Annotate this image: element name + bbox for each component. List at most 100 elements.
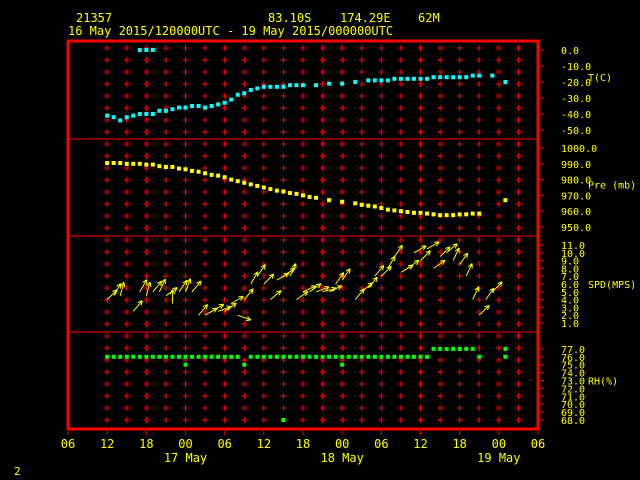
humidity-point	[444, 346, 449, 351]
temperature-point	[157, 108, 162, 113]
humidity-point	[307, 354, 312, 359]
pressure-point	[268, 187, 273, 192]
wind-vector	[178, 279, 188, 293]
temperature-point	[287, 83, 292, 88]
x-tick-label: 06	[531, 437, 545, 451]
y-tick-label: 70.0	[561, 400, 585, 411]
day-label: 19 May	[477, 451, 520, 465]
wind-shaft	[322, 287, 337, 293]
pressure-point	[196, 169, 201, 174]
humidity-point	[451, 346, 456, 351]
wind-shaft	[113, 283, 122, 296]
pressure-point	[392, 208, 397, 213]
wind-head	[253, 271, 259, 276]
humidity-point	[385, 354, 390, 359]
temperature-point	[353, 80, 358, 84]
wind-shaft	[256, 264, 266, 277]
humidity-point	[209, 354, 214, 359]
pressure-point	[307, 194, 312, 199]
wind-head	[454, 247, 460, 252]
y-tick-label: -50.0	[561, 126, 591, 137]
wind-head	[291, 263, 297, 268]
wind-vector	[113, 283, 122, 296]
temperature-point	[242, 91, 247, 96]
wind-vector	[433, 259, 446, 269]
wind-head	[264, 264, 266, 270]
y-tick-label: 7.0	[561, 272, 579, 283]
wind-shaft	[367, 276, 378, 289]
wind-shaft	[296, 291, 309, 301]
humidity-point	[170, 354, 175, 359]
wind-vector	[393, 244, 403, 257]
wind-head	[466, 252, 469, 259]
wind-head	[489, 287, 495, 292]
wind-vector	[243, 288, 254, 300]
panel-label-humidity: RH(%)	[588, 377, 618, 388]
wind-vector	[485, 287, 495, 300]
humidity-point	[438, 346, 443, 351]
pressure-point	[222, 175, 227, 180]
wind-head	[359, 288, 365, 292]
temperature-point	[105, 113, 110, 118]
wind-vector	[426, 241, 440, 250]
y-tick-label: 69.0	[561, 408, 585, 419]
pressure-point	[235, 179, 240, 184]
humidity-point	[392, 354, 397, 359]
wind-shaft	[191, 280, 202, 293]
temperature-point	[248, 88, 253, 92]
wind-vector	[191, 280, 202, 293]
pressure-point	[438, 213, 443, 218]
wind-head	[445, 246, 451, 249]
pressure-point	[248, 182, 253, 187]
pressure-point	[327, 198, 332, 203]
wind-head	[185, 280, 188, 286]
temperature-point	[255, 86, 260, 91]
humidity-point	[163, 354, 168, 359]
y-tick-label: 8.0	[561, 264, 579, 275]
wind-vector	[296, 291, 309, 301]
pressure-point	[229, 177, 234, 182]
wind-shaft	[309, 283, 322, 293]
wind-head	[487, 305, 490, 311]
temperature-point	[190, 104, 195, 108]
wind-head	[245, 319, 251, 321]
day-label: 17 May	[164, 451, 207, 465]
wind-vector	[270, 290, 282, 300]
wind-shaft	[198, 304, 208, 316]
wind-vector	[446, 243, 458, 254]
temperature-point	[235, 92, 240, 97]
wind-vector	[132, 300, 143, 312]
temperature-point	[274, 84, 279, 89]
wind-shaft	[439, 246, 451, 258]
pressure-point	[144, 162, 149, 167]
x-tick-label: 18	[452, 437, 466, 451]
y-tick-label: 950.0	[561, 223, 591, 234]
y-tick-label: 76.0	[561, 353, 585, 364]
y-tick-label: 960.0	[561, 207, 591, 218]
temperature-point	[144, 48, 149, 52]
wind-head	[268, 273, 274, 277]
latitude: 83.10S	[268, 11, 312, 25]
temperature-point	[111, 115, 116, 120]
pressure-point	[353, 201, 358, 206]
temperature-point	[438, 75, 443, 80]
panel-label-pressure: Pre (mb)	[588, 180, 636, 191]
wind-shaft	[387, 256, 396, 269]
x-tick-label: 12	[100, 437, 114, 451]
wind-shaft	[289, 263, 297, 277]
humidity-point	[425, 354, 430, 359]
temperature-point	[431, 75, 436, 80]
wind-head	[500, 281, 503, 287]
temperature-point	[268, 84, 273, 89]
pressure-point	[137, 161, 142, 166]
y-tick-label: 6.0	[561, 280, 579, 291]
pressure-point	[150, 162, 155, 167]
pressure-point	[477, 211, 482, 216]
pressure-point	[385, 207, 390, 212]
humidity-point	[333, 354, 338, 359]
temperature-point	[490, 73, 495, 78]
wind-head	[240, 296, 244, 301]
temperature-point	[425, 76, 430, 81]
pressure-point	[418, 210, 423, 215]
humidity-point	[503, 346, 508, 351]
